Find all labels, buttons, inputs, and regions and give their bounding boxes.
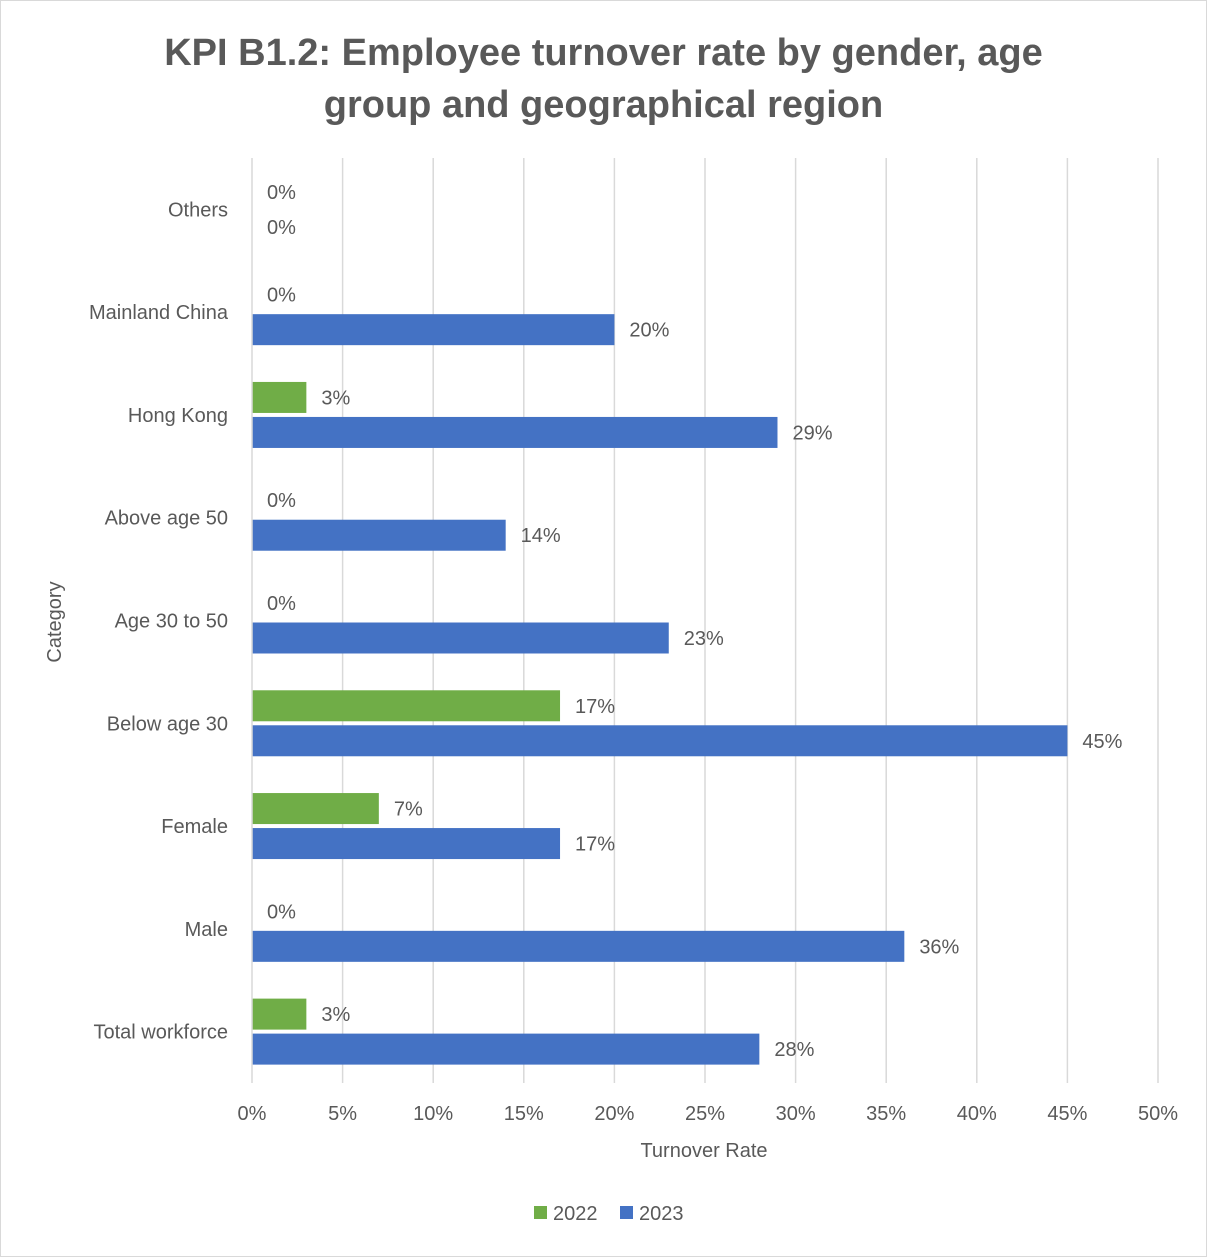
data-label: 3%	[321, 387, 350, 409]
bar-2023	[252, 519, 506, 551]
legend: 2022 2023	[534, 1203, 684, 1225]
category-label: Male	[185, 919, 228, 941]
bar-2022	[252, 793, 379, 825]
data-label: 0%	[267, 182, 296, 204]
data-label: 0%	[267, 285, 296, 307]
category-label: Total workforce	[94, 1022, 229, 1044]
data-label: 0%	[267, 901, 296, 923]
bar-2023	[252, 930, 905, 962]
data-label: 17%	[575, 696, 615, 718]
data-label: 29%	[792, 422, 832, 444]
category-label: Age 30 to 50	[115, 611, 228, 633]
x-axis-title: Turnover Rate	[640, 1140, 767, 1162]
x-tick-label: 35%	[866, 1103, 906, 1125]
x-tick-label: 25%	[685, 1103, 725, 1125]
category-label: Hong Kong	[128, 405, 228, 427]
bar-2022	[252, 998, 307, 1030]
bar-2023	[252, 828, 561, 860]
data-labels: 3% 28% 0% 36% 7% 17% 17% 45% 0% 23% 0% 14% 3% 29% 0% 20…	[267, 182, 1123, 1061]
gridlines	[341, 158, 1159, 1083]
x-tick-label: 0%	[238, 1103, 267, 1125]
x-tick-label: 20%	[594, 1103, 634, 1125]
data-label: 0%	[267, 593, 296, 615]
category-label: Others	[168, 199, 228, 221]
data-label: 3%	[321, 1004, 350, 1026]
bar-2023	[252, 622, 669, 654]
bar-2023	[252, 725, 1068, 757]
bars	[252, 314, 1068, 1065]
category-label: Above age 50	[105, 508, 228, 530]
x-tick-label: 40%	[957, 1103, 997, 1125]
data-label: 0%	[267, 490, 296, 512]
data-label: 17%	[575, 834, 615, 856]
data-label: 20%	[629, 320, 669, 342]
x-tick-label: 10%	[413, 1103, 453, 1125]
axes: 0% 5% 10% 15% 20% 25% 30% 35% 40% 45% 50% Total wor…	[89, 158, 1178, 1125]
x-tick-label: 45%	[1047, 1103, 1087, 1125]
legend-swatch-2023	[620, 1206, 633, 1219]
x-tick-label: 15%	[504, 1103, 544, 1125]
bar-2023	[252, 314, 615, 346]
data-label: 7%	[394, 799, 423, 821]
data-label: 0%	[267, 217, 296, 239]
bar-2023	[252, 416, 778, 448]
data-label: 45%	[1082, 731, 1122, 753]
x-tick-label: 50%	[1138, 1103, 1178, 1125]
x-tick-label: 5%	[328, 1103, 357, 1125]
legend-swatch-2022	[534, 1206, 547, 1219]
bar-2023	[252, 1033, 760, 1065]
category-label: Female	[161, 816, 228, 838]
y-axis-title: Category	[44, 581, 66, 662]
chart-title: KPI B1.2: Employee turnover rate by gend…	[164, 32, 1043, 126]
data-label: 28%	[774, 1039, 814, 1061]
data-label: 14%	[521, 525, 561, 547]
category-label: Below age 30	[107, 713, 228, 735]
legend-label: 2023	[639, 1203, 684, 1225]
bar-2022	[252, 690, 561, 722]
category-label: Mainland China	[89, 302, 229, 324]
bar-2022	[252, 381, 307, 413]
legend-label: 2022	[553, 1203, 598, 1225]
data-label: 36%	[919, 936, 959, 958]
data-label: 23%	[684, 628, 724, 650]
x-tick-label: 30%	[776, 1103, 816, 1125]
